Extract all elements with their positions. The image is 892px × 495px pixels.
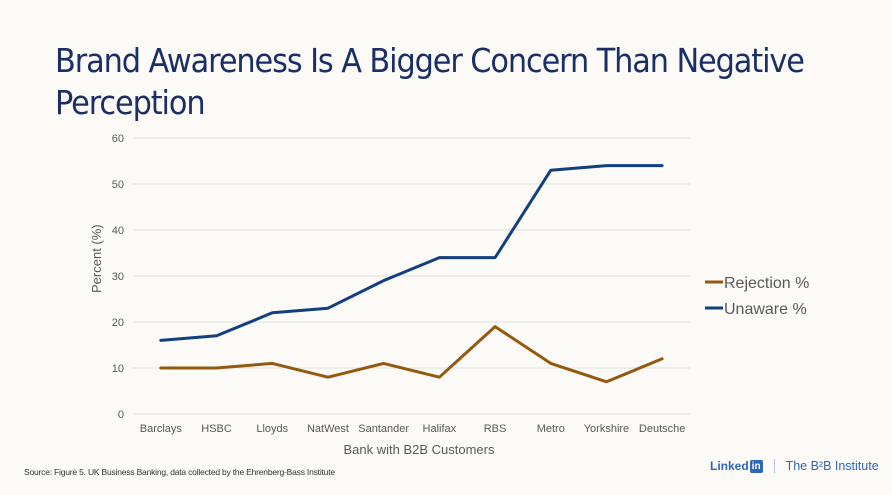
x-tick-label: Yorkshire (584, 423, 629, 435)
y-tick-label: 50 (112, 179, 124, 191)
x-tick-label: Lloyds (256, 423, 288, 435)
x-tick-label: Santander (358, 423, 409, 435)
y-axis-ticks: 0 10 20 30 40 50 60 (112, 133, 124, 421)
linkedin-logo-icon: in (749, 459, 763, 473)
series-lines (159, 164, 664, 384)
x-axis-ticks: Barclays HSBC Lloyds NatWest Santander Halifa… (140, 423, 686, 435)
x-tick-label: Deutsche (639, 423, 685, 435)
series-line-rejection (159, 325, 664, 384)
x-tick-label: Barclays (140, 423, 183, 435)
x-axis-label: Bank with B2B Customers (343, 442, 495, 457)
series-line-unaware (159, 164, 664, 342)
x-tick-label: HSBC (201, 423, 232, 435)
legend: Rejection % Unaware % (705, 275, 809, 318)
x-tick-label: RBS (484, 423, 507, 435)
footer-logos: Linked in The B²B Institute (710, 459, 879, 473)
source-note: Source: Figure 5. UK Business Banking, d… (24, 467, 335, 477)
gridlines (133, 137, 690, 415)
y-tick-label: 30 (112, 271, 124, 283)
b2b-institute-logo: The B²B Institute (785, 459, 879, 473)
legend-item: Unaware % (705, 301, 807, 318)
logo-divider (773, 459, 775, 473)
legend-label: Rejection % (724, 275, 809, 292)
y-tick-label: 10 (112, 363, 124, 375)
linkedin-logo-text: Linked (710, 459, 749, 473)
y-tick-label: 20 (112, 317, 124, 329)
x-tick-label: Halifax (423, 423, 457, 435)
y-axis-label: Percent (%) (89, 224, 104, 293)
y-tick-label: 40 (112, 225, 124, 237)
chart-title: Brand Awareness Is A Bigger Concern Than… (55, 41, 805, 122)
y-tick-label: 0 (118, 409, 124, 421)
x-tick-label: NatWest (307, 423, 349, 435)
y-tick-label: 60 (112, 133, 124, 145)
legend-label: Unaware % (724, 301, 807, 318)
x-tick-label: Metro (537, 423, 565, 435)
legend-item: Rejection % (705, 275, 809, 292)
